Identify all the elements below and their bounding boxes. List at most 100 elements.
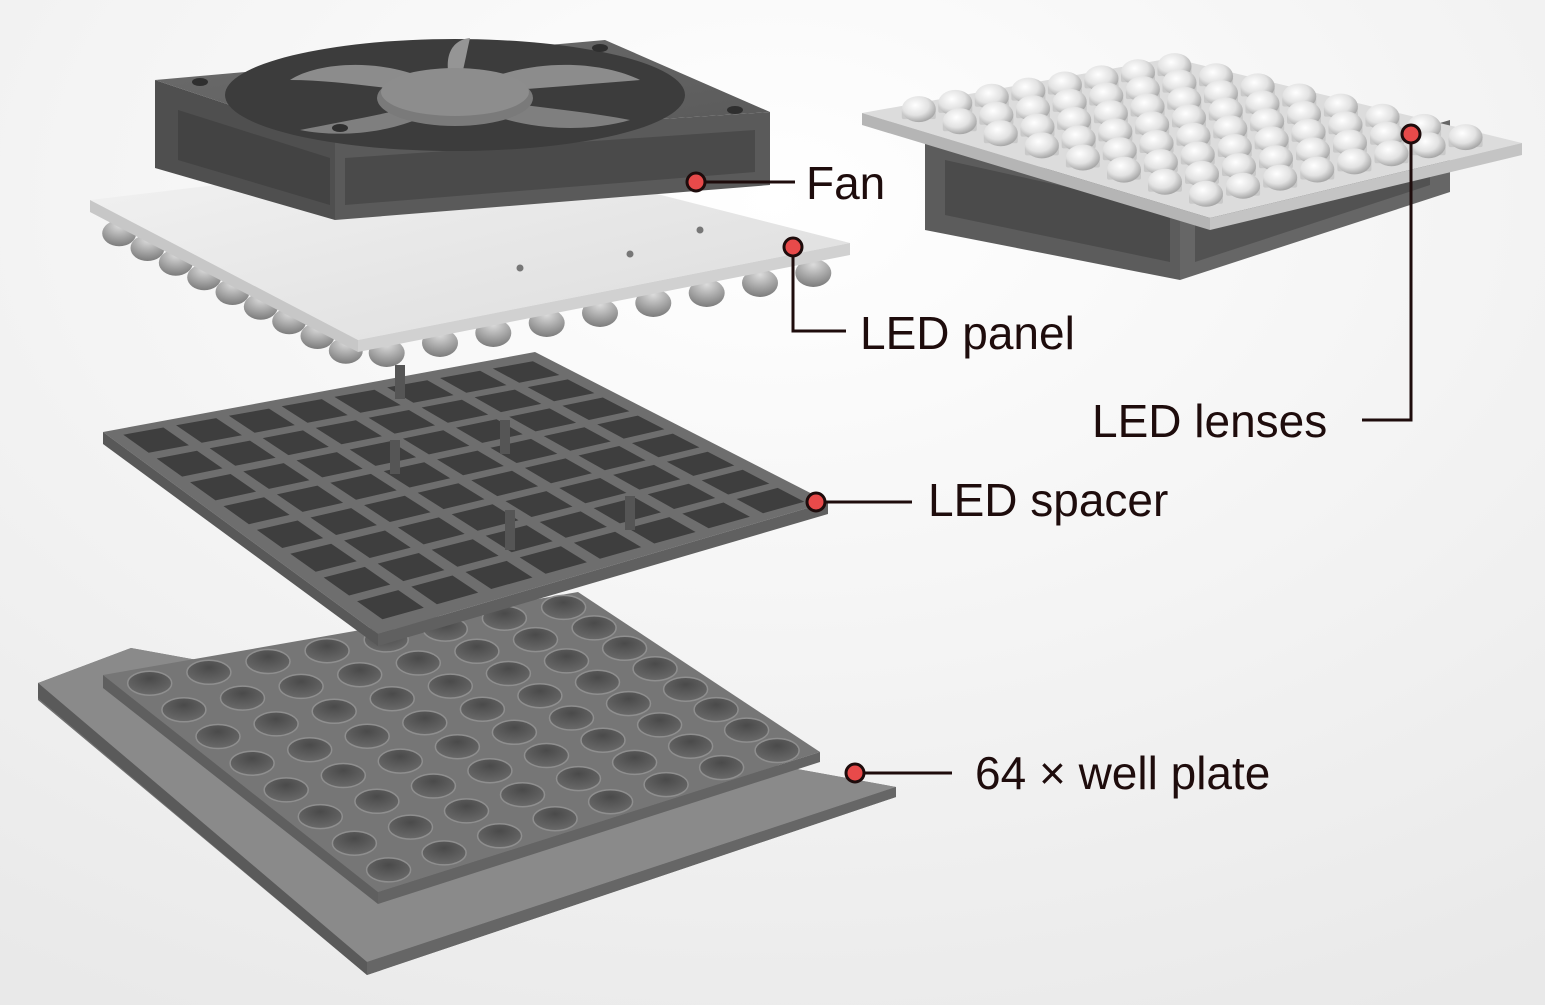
spacer-cell [451, 504, 519, 531]
lens-dome [1374, 140, 1409, 167]
spacer-cell [383, 462, 451, 488]
spacer-cell [559, 478, 627, 504]
spacer-cell [573, 531, 642, 559]
well-plate [38, 592, 896, 975]
well-hole [499, 781, 546, 808]
lens-dome [1143, 149, 1178, 176]
spacer-post [390, 440, 400, 474]
spacer-cell [411, 575, 479, 605]
well-hole [517, 682, 563, 709]
spacer-cell [417, 483, 485, 510]
lens-dome [1065, 144, 1100, 171]
spacer-cell [509, 408, 577, 432]
well-hole [571, 615, 617, 641]
spacer-cell [440, 370, 507, 393]
well-hole [467, 757, 513, 784]
lens-dome [1337, 148, 1372, 175]
lens-dome [983, 120, 1018, 147]
spacer-cell [310, 508, 377, 535]
well-hole [377, 748, 424, 774]
spacer-cell [471, 470, 539, 497]
well-hole [611, 749, 658, 776]
well-hole [195, 723, 241, 750]
well-hole [485, 660, 532, 687]
well-hole [476, 823, 523, 849]
well-hole [587, 788, 634, 815]
well-hole [723, 717, 770, 743]
fan [155, 38, 770, 220]
spacer-cell [156, 450, 223, 477]
well-hole [427, 673, 474, 699]
lens-dome [901, 96, 936, 123]
well-hole [286, 736, 333, 763]
well-hole [229, 750, 275, 776]
mounting-hole [192, 78, 208, 86]
spacer-cell [281, 399, 348, 423]
well-hole [344, 723, 390, 749]
lens-dome [1102, 137, 1137, 164]
well-hole [421, 840, 467, 866]
spacer-cell [228, 408, 295, 433]
spacer-cell [437, 450, 504, 476]
well-hole [605, 690, 652, 717]
callout-led-panel: LED panel [782, 236, 1075, 359]
spacer-post [505, 510, 515, 550]
lens-dome [1300, 156, 1335, 183]
spacer-cell [474, 389, 542, 413]
spacer-cell [402, 430, 470, 455]
panel-hole [626, 250, 634, 258]
spacer-cell [613, 464, 681, 490]
well-hole [540, 594, 587, 621]
mounting-hole [592, 44, 608, 52]
well-hole [354, 788, 400, 815]
spacer-cell [377, 553, 445, 582]
led-spacer [103, 352, 828, 646]
well-hole [253, 711, 299, 737]
well-hole [632, 655, 678, 682]
spacer-cell [315, 420, 382, 445]
led-bump [688, 279, 725, 307]
lens-dome [942, 108, 977, 135]
spacer-cell [578, 446, 646, 471]
spacer-cell [632, 433, 700, 458]
spacer-cell [505, 491, 573, 517]
label-led-spacer: LED spacer [928, 474, 1168, 526]
callout-marker [782, 236, 804, 258]
callout-led-lenses: LED lenses [1092, 123, 1422, 447]
well-hole [601, 635, 648, 662]
spacer-cell [527, 379, 595, 402]
lens-dome [1448, 124, 1483, 151]
well-hole [574, 669, 621, 695]
well-hole [662, 676, 709, 702]
led-bump [795, 259, 832, 287]
well-hole [365, 857, 412, 883]
lens-dome [1189, 180, 1223, 207]
well-hole [336, 661, 383, 688]
well-hole [331, 830, 378, 856]
spacer-cell [421, 399, 489, 423]
led-bump [635, 289, 672, 317]
spacer-cell [492, 361, 560, 383]
spacer-cell [344, 530, 411, 558]
spacer-cell [296, 452, 363, 478]
leader-line [791, 247, 846, 333]
lens-dome [1296, 137, 1330, 164]
well-hole [636, 712, 683, 738]
label-fan: Fan [806, 157, 885, 209]
spacer-cell [543, 427, 611, 451]
well-hole [126, 670, 173, 696]
leader-line [1362, 134, 1413, 422]
well-hole [320, 762, 367, 789]
well-hole [395, 650, 442, 676]
spacer-cell [223, 497, 290, 525]
well-hole [459, 696, 506, 722]
mounting-hole [332, 124, 348, 132]
well-hole [297, 803, 344, 830]
well-hole [543, 648, 590, 674]
spacer-cell [524, 458, 592, 484]
lens-dome [1024, 132, 1059, 159]
well-hole [698, 754, 745, 781]
spacer-cell [485, 525, 553, 553]
lens-dome [1061, 125, 1096, 152]
lens-dome [1263, 164, 1298, 191]
